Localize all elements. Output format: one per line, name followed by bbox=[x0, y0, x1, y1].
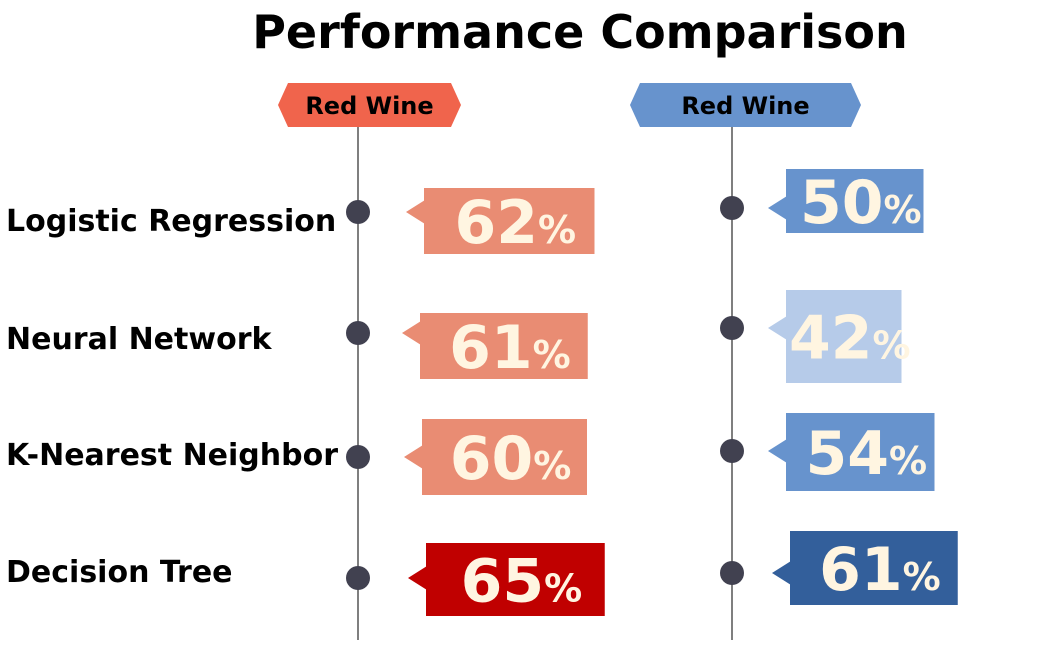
callout-pointer-1-neural-network bbox=[402, 321, 421, 345]
row-dot-2-neural-network bbox=[720, 316, 744, 340]
category-label-logistic-regression: Logistic Regression bbox=[6, 204, 337, 239]
value-bar-1-decision-tree bbox=[426, 543, 605, 616]
value-number: 61 bbox=[449, 313, 533, 383]
row-dot-1-logistic-regression bbox=[346, 200, 370, 224]
value-label-1-decision-tree: 65% bbox=[461, 547, 583, 617]
value-unit: % bbox=[533, 444, 571, 488]
value-bar-2-decision-tree bbox=[790, 531, 958, 605]
value-number: 61 bbox=[819, 535, 903, 605]
value-unit: % bbox=[889, 439, 927, 483]
value-bar-2-neural-network bbox=[786, 290, 902, 383]
value-unit: % bbox=[533, 333, 571, 377]
series-header-tag-2 bbox=[630, 83, 861, 127]
value-label-2-k-nearest-neighbor: 54% bbox=[805, 419, 927, 489]
value-unit: % bbox=[544, 567, 582, 611]
value-label-1-logistic-regression: 62% bbox=[454, 188, 576, 258]
value-label-2-decision-tree: 61% bbox=[819, 535, 941, 605]
value-label-2-neural-network: 42% bbox=[789, 304, 911, 374]
value-bar-1-k-nearest-neighbor bbox=[422, 419, 587, 495]
value-bar-2-k-nearest-neighbor bbox=[786, 413, 935, 491]
value-number: 65 bbox=[461, 547, 545, 617]
value-unit: % bbox=[903, 555, 941, 599]
callout-pointer-2-neural-network bbox=[768, 316, 787, 340]
value-number: 50 bbox=[800, 168, 884, 238]
row-dot-2-k-nearest-neighbor bbox=[720, 439, 744, 463]
value-label-1-k-nearest-neighbor: 60% bbox=[450, 424, 572, 494]
value-unit: % bbox=[538, 208, 576, 252]
callout-pointer-1-k-nearest-neighbor bbox=[404, 445, 423, 469]
row-dot-1-decision-tree bbox=[346, 566, 370, 590]
value-label-1-neural-network: 61% bbox=[449, 313, 571, 383]
category-label-decision-tree: Decision Tree bbox=[6, 555, 233, 590]
chart-title: Performance Comparison bbox=[252, 5, 908, 59]
value-number: 62 bbox=[454, 188, 538, 258]
row-dot-2-decision-tree bbox=[720, 561, 744, 585]
value-number: 60 bbox=[450, 424, 534, 494]
series-header-label-2: Red Wine bbox=[681, 92, 809, 120]
callout-pointer-1-logistic-regression bbox=[406, 200, 425, 224]
category-label-neural-network: Neural Network bbox=[6, 322, 272, 357]
row-dot-1-k-nearest-neighbor bbox=[346, 445, 370, 469]
callout-pointer-2-k-nearest-neighbor bbox=[768, 439, 787, 463]
value-number: 42 bbox=[789, 304, 873, 374]
value-bar-1-neural-network bbox=[420, 313, 588, 379]
series-header-label-1: Red Wine bbox=[305, 92, 433, 120]
callout-pointer-1-decision-tree bbox=[408, 566, 427, 590]
callout-pointer-2-decision-tree bbox=[772, 561, 791, 585]
value-label-2-logistic-regression: 50% bbox=[800, 168, 922, 238]
value-unit: % bbox=[883, 188, 921, 232]
series-header-tag-1 bbox=[278, 83, 461, 127]
row-dot-1-neural-network bbox=[346, 321, 370, 345]
category-label-k-nearest-neighbor: K-Nearest Neighbor bbox=[6, 438, 339, 473]
callout-pointer-2-logistic-regression bbox=[768, 196, 787, 220]
row-dot-2-logistic-regression bbox=[720, 196, 744, 220]
value-unit: % bbox=[872, 324, 910, 368]
value-bar-2-logistic-regression bbox=[786, 169, 924, 233]
value-bar-1-logistic-regression bbox=[424, 188, 595, 254]
value-number: 54 bbox=[805, 419, 889, 489]
